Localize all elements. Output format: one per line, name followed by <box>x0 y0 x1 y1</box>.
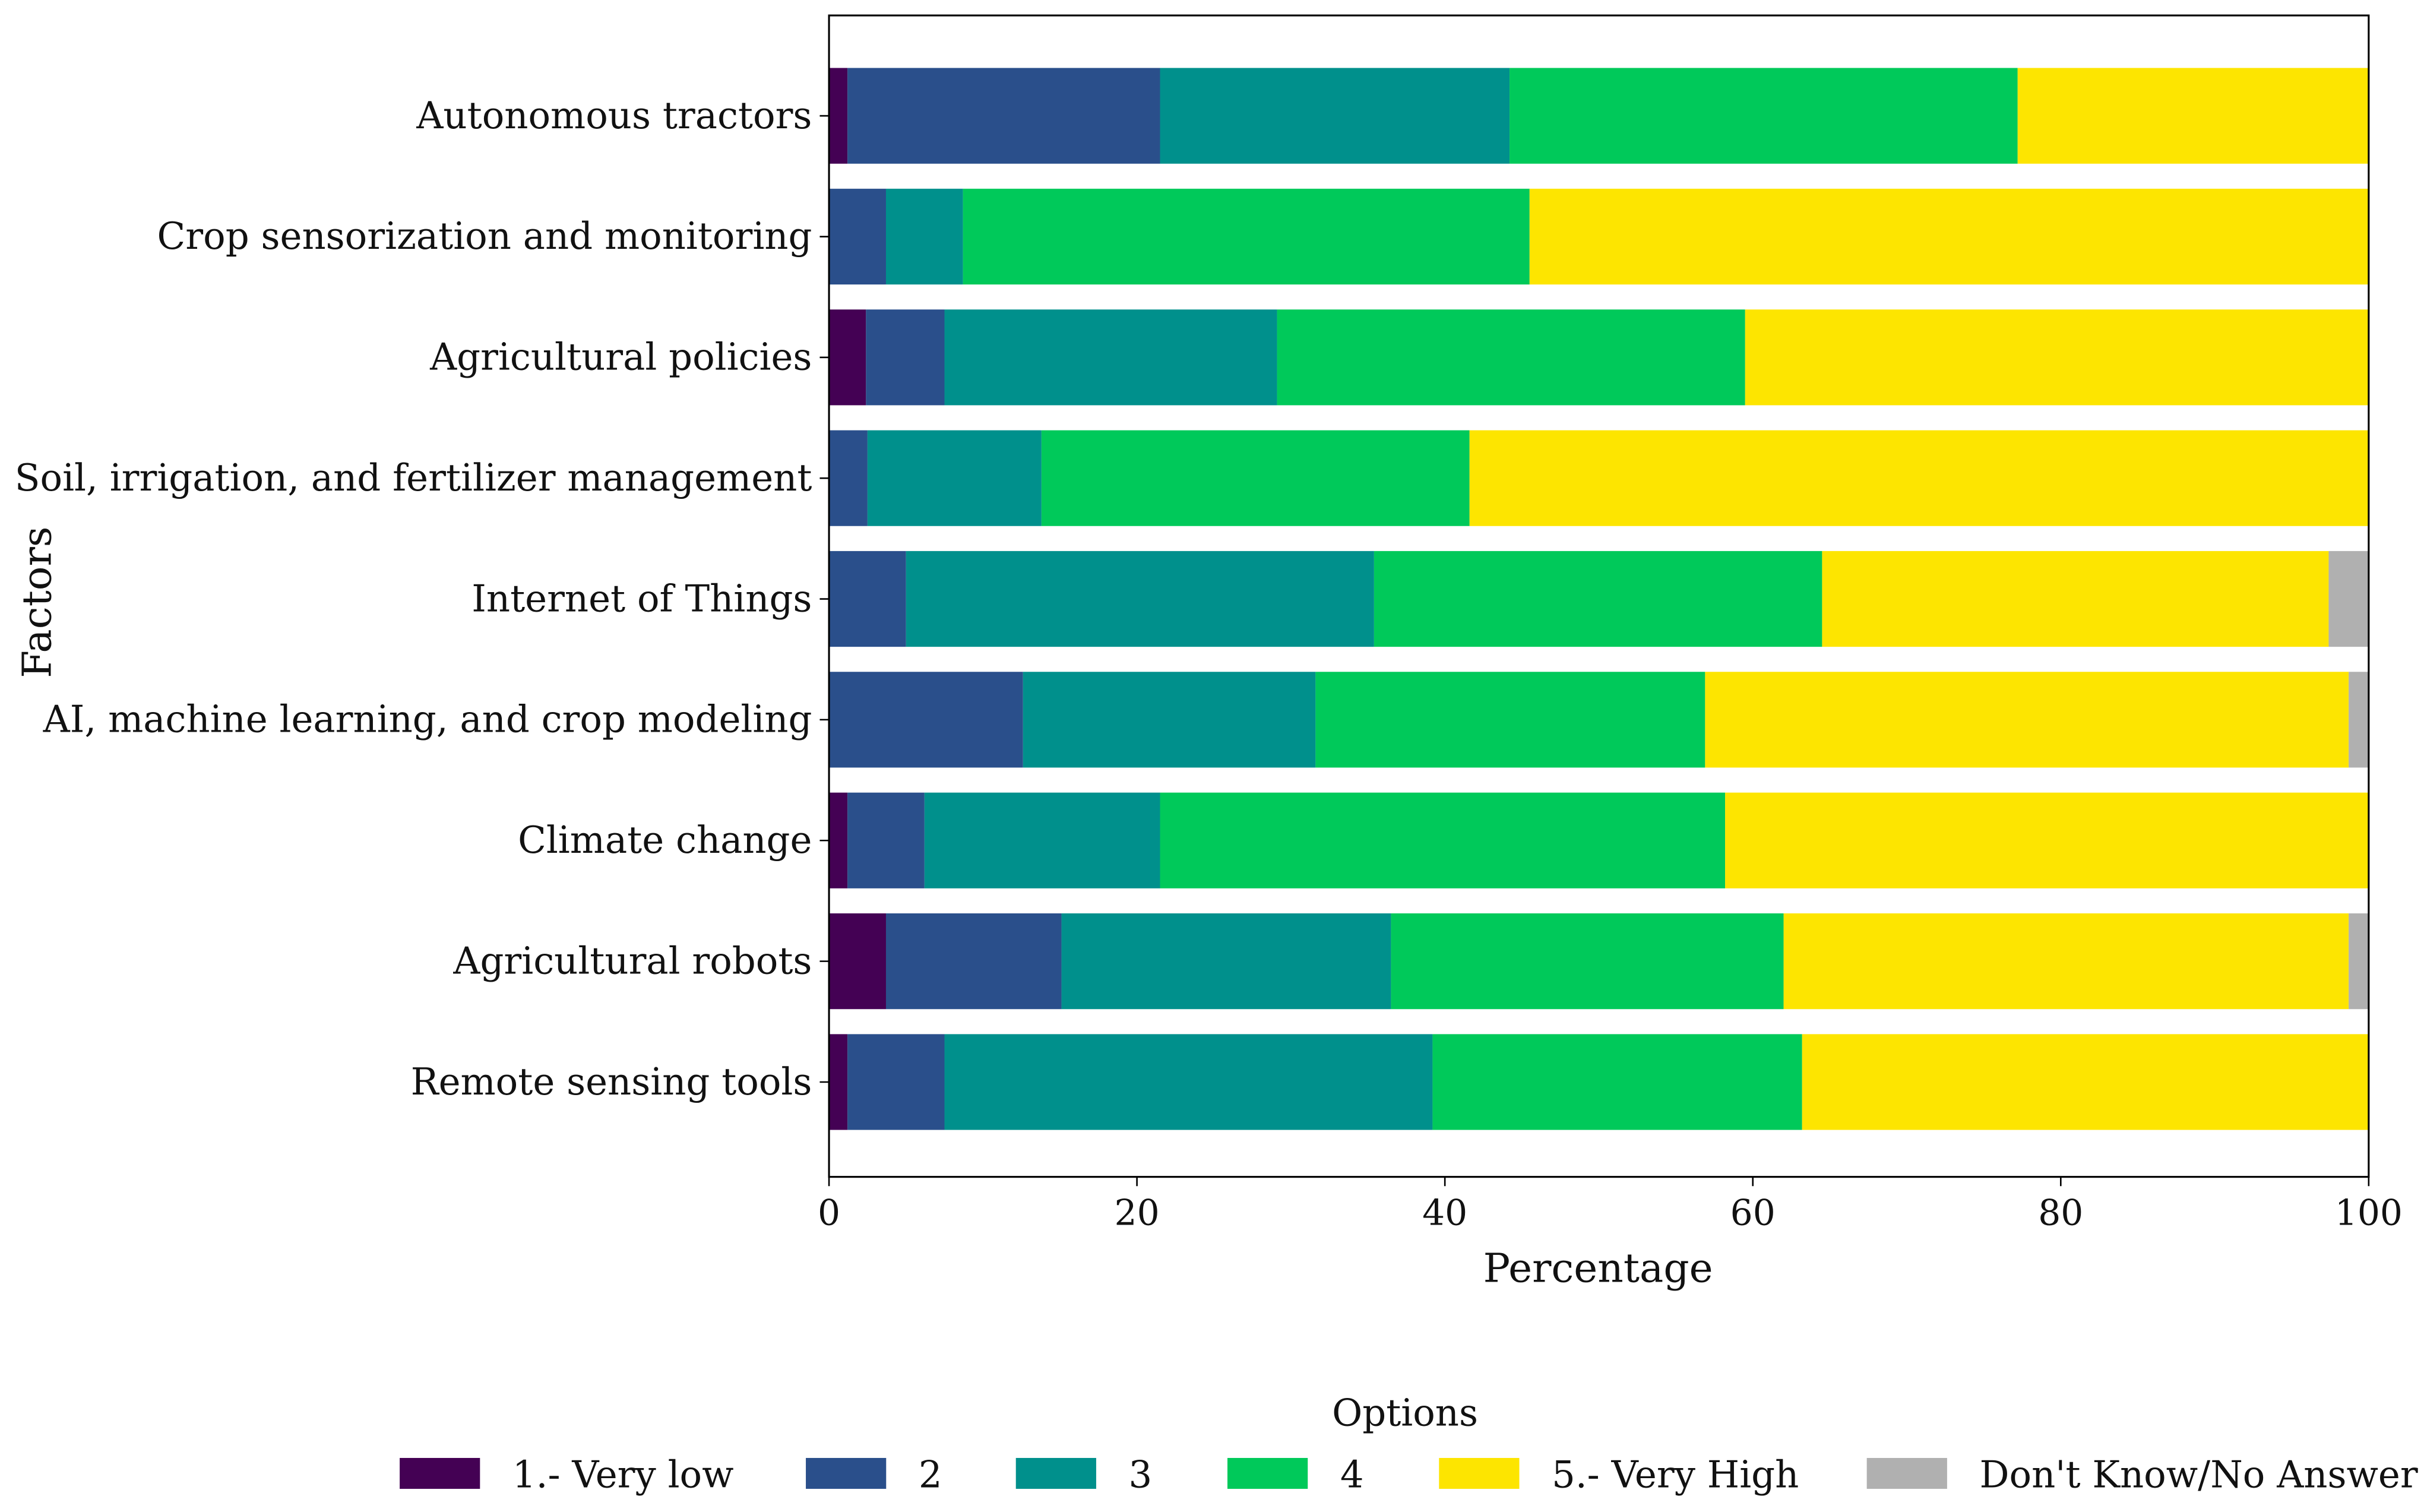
bar-segment-5 <box>1705 672 2349 768</box>
bar-segment-6 <box>2349 672 2369 768</box>
y-tick-label: Soil, irrigation, and fertilizer managem… <box>15 456 812 499</box>
bar-segment-3 <box>1023 672 1316 768</box>
y-tick-label: Internet of Things <box>471 577 812 620</box>
legend-swatch <box>1866 1457 1947 1489</box>
x-ticks: 0 20 40 60 80 100 <box>818 1176 2403 1233</box>
bar-segment-4 <box>963 188 1530 285</box>
x-tick-label: 100 <box>2335 1192 2403 1233</box>
legend-label: Don't Know/No Answer <box>1980 1453 2418 1496</box>
bar-segment-2 <box>885 913 1062 1010</box>
legend-swatch <box>1439 1457 1520 1489</box>
bar-segment-2 <box>829 672 1023 768</box>
bar-segment-6 <box>2349 913 2369 1010</box>
y-axis-label: Factors <box>13 527 60 678</box>
bar-segment-2 <box>829 551 906 647</box>
x-tick-label: 40 <box>1422 1192 1467 1233</box>
y-tick-label: Remote sensing tools <box>411 1060 812 1103</box>
bar-segment-2 <box>866 309 945 406</box>
x-tick-label: 20 <box>1115 1192 1160 1233</box>
y-tick-labels: Autonomous tractors Crop sensorization an… <box>15 94 830 1103</box>
x-tick-label: 0 <box>818 1192 840 1233</box>
bar-segment-2 <box>829 188 886 285</box>
legend: 1.- Very low 2 3 4 5.- Very High Don't Know/N… <box>400 1453 2418 1496</box>
legend-label: 3 <box>1129 1453 1153 1496</box>
bar-segment-1 <box>829 1034 848 1130</box>
y-tick-label: Climate change <box>518 818 812 862</box>
bar-segment-4 <box>1510 68 2018 164</box>
bar-segment-3 <box>1061 913 1391 1010</box>
y-tick-label: Agricultural policies <box>429 336 812 379</box>
bar-segment-4 <box>1315 672 1705 768</box>
bar-segment-5 <box>1529 188 2369 285</box>
legend-label: 1.- Very low <box>512 1453 734 1496</box>
legend-label: 4 <box>1340 1453 1364 1496</box>
bar-segment-4 <box>1277 309 1745 406</box>
legend-swatch <box>400 1457 480 1489</box>
x-tick-label: 60 <box>1730 1192 1776 1233</box>
y-tick-label: Crop sensorization and monitoring <box>157 214 812 258</box>
bar-segment-1 <box>829 913 886 1010</box>
legend-swatch <box>1015 1457 1096 1489</box>
bar-segment-5 <box>1783 913 2349 1010</box>
bar-segment-2 <box>847 1034 945 1130</box>
x-axis-label: Percentage <box>1483 1245 1713 1292</box>
bar-segment-5 <box>1745 309 2369 406</box>
bars <box>829 68 2369 1130</box>
y-tick-label: Autonomous tractors <box>416 94 812 137</box>
bar-segment-2 <box>829 430 868 526</box>
bar-segment-3 <box>924 792 1160 888</box>
y-tick-label: Agricultural robots <box>452 939 812 982</box>
bar-segment-4 <box>1160 792 1726 888</box>
bar-segment-4 <box>1041 430 1470 526</box>
legend-swatch <box>806 1457 887 1489</box>
y-tick-label: AI, machine learning, and crop modeling <box>43 698 812 741</box>
bar-segment-3 <box>867 430 1042 526</box>
bar-segment-3 <box>1160 68 1510 164</box>
bar-segment-3 <box>944 1034 1433 1130</box>
bar-segment-4 <box>1374 551 1822 647</box>
bar-segment-5 <box>1802 1034 2369 1130</box>
plot-frame <box>828 14 2370 1178</box>
bar-segment-3 <box>906 551 1374 647</box>
bar-segment-5 <box>1469 430 2369 526</box>
bar-segment-5 <box>1822 551 2329 647</box>
bar-segment-1 <box>829 792 848 888</box>
legend-label: 5.- Very High <box>1552 1453 1799 1496</box>
bar-segment-5 <box>1725 792 2369 888</box>
bar-segment-2 <box>847 792 925 888</box>
bar-segment-1 <box>829 68 848 164</box>
bar-segment-4 <box>1432 1034 1802 1130</box>
bar-segment-2 <box>847 68 1160 164</box>
bar-segment-3 <box>885 188 963 285</box>
legend-label: 2 <box>919 1453 942 1496</box>
bar-segment-6 <box>2328 551 2369 647</box>
bar-segment-4 <box>1391 913 1784 1010</box>
legend-title: Options <box>1332 1391 1478 1434</box>
bar-segment-5 <box>2017 68 2369 164</box>
x-tick-label: 80 <box>2038 1192 2083 1233</box>
bar-segment-3 <box>944 309 1277 406</box>
legend-swatch <box>1227 1457 1308 1489</box>
bar-segment-1 <box>829 309 866 406</box>
